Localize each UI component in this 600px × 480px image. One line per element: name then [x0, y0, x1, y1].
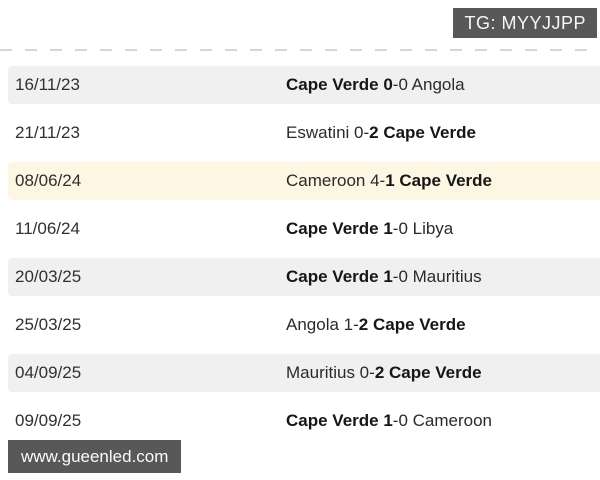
match-result-segment: 2 Cape Verde	[369, 123, 476, 142]
match-date: 08/06/24	[15, 171, 82, 190]
match-result-segment: Angola 1-	[286, 315, 359, 334]
match-result-segment: -0 Cameroon	[392, 411, 492, 430]
match-result: Cape Verde 0-0 Angola	[286, 75, 600, 95]
match-row: 11/06/24 Cape Verde 1-0 Libya	[8, 210, 600, 248]
match-row: 21/11/23 Eswatini 0-2 Cape Verde	[8, 114, 600, 152]
match-row: 08/06/24 Cameroon 4-1 Cape Verde	[8, 162, 600, 200]
dashed-divider	[0, 49, 600, 51]
match-list: 16/11/23 Cape Verde 0-0 Angola 21/11/23 …	[8, 66, 600, 450]
match-result-segment: Cape Verde 1	[286, 267, 393, 286]
match-result-segment: 2 Cape Verde	[374, 363, 482, 382]
match-date: 16/11/23	[15, 75, 80, 94]
match-result-segment: Eswatini 0-	[286, 123, 370, 142]
match-result: Cape Verde 1-0 Libya	[286, 219, 600, 239]
match-result-segment: Mauritius 0-	[286, 363, 375, 382]
match-date: 25/03/25	[15, 315, 82, 334]
match-date: 04/09/25	[15, 363, 82, 382]
match-result-segment: Cape Verde 0	[286, 75, 393, 94]
match-date: 20/03/25	[15, 267, 82, 286]
match-result-segment: -0 Libya	[392, 219, 454, 238]
match-result-segment: 2 Cape Verde	[358, 315, 466, 334]
match-result: Cameroon 4-1 Cape Verde	[286, 171, 600, 191]
watermark-badge: www.gueenled.com	[8, 440, 182, 473]
match-row: 04/09/25 Mauritius 0-2 Cape Verde	[8, 354, 600, 392]
match-row: 16/11/23 Cape Verde 0-0 Angola	[8, 66, 600, 104]
match-result-segment: -0 Mauritius	[392, 267, 482, 286]
match-date: 21/11/23	[15, 123, 80, 142]
match-date: 11/06/24	[15, 219, 80, 238]
match-result: Eswatini 0-2 Cape Verde	[286, 123, 600, 143]
match-row: 25/03/25 Angola 1-2 Cape Verde	[8, 306, 600, 344]
match-row: 09/09/25 Cape Verde 1-0 Cameroon	[8, 402, 600, 440]
match-result: Cape Verde 1-0 Mauritius	[286, 267, 600, 287]
telegram-handle-badge: TG: MYYJJPP	[453, 8, 597, 38]
match-result-segment: Cape Verde 1	[286, 411, 393, 430]
match-result: Mauritius 0-2 Cape Verde	[286, 363, 600, 383]
match-row: 20/03/25 Cape Verde 1-0 Mauritius	[8, 258, 600, 296]
match-result: Cape Verde 1-0 Cameroon	[286, 411, 600, 431]
match-result-segment: Cape Verde 1	[286, 219, 393, 238]
match-result-segment: Cameroon 4-	[286, 171, 386, 190]
match-result-segment: -0 Angola	[392, 75, 465, 94]
match-result: Angola 1-2 Cape Verde	[286, 315, 600, 335]
match-result-segment: 1 Cape Verde	[385, 171, 492, 190]
match-date: 09/09/25	[15, 411, 82, 430]
